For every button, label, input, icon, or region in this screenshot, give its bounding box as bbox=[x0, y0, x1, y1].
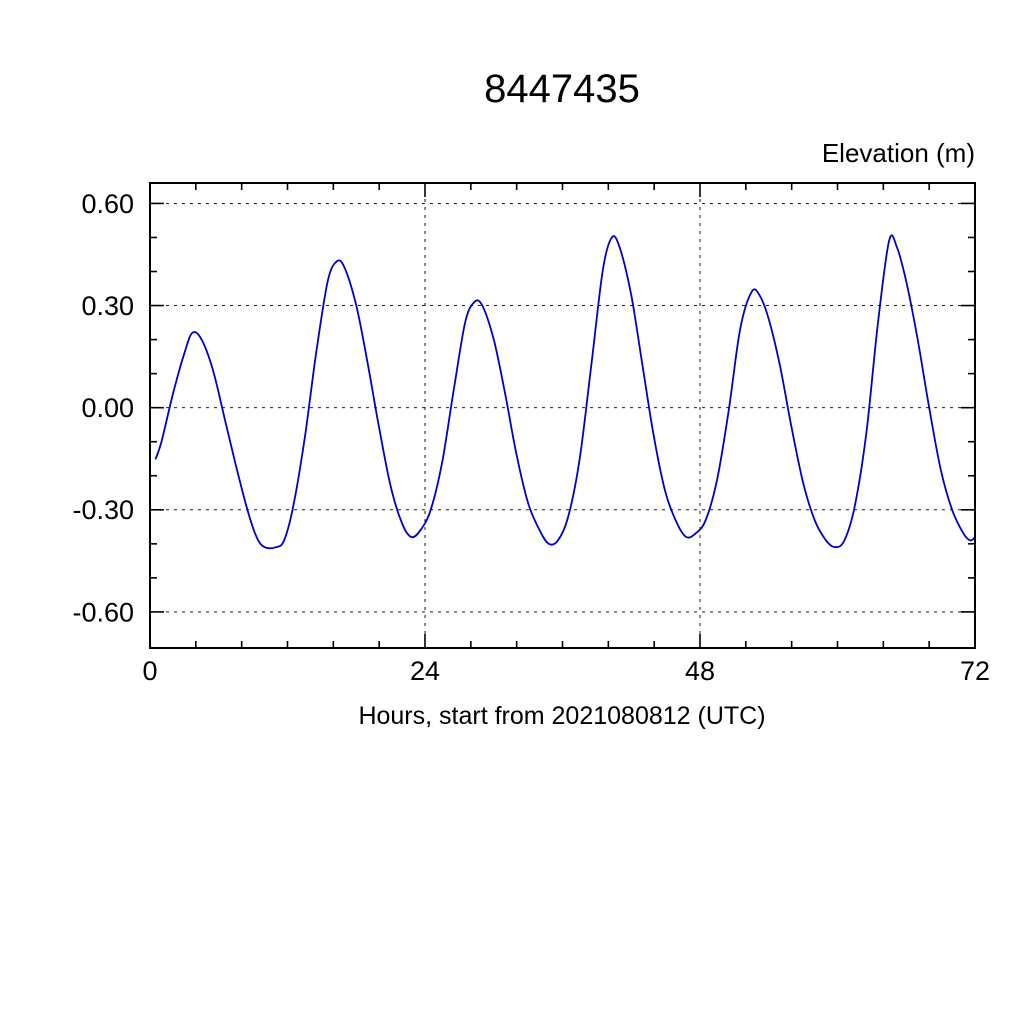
x-axis-title: Hours, start from 2021080812 (UTC) bbox=[358, 702, 765, 730]
svg-text:0.00: 0.00 bbox=[81, 393, 134, 423]
axis-ticks bbox=[149, 183, 976, 648]
svg-text:0.30: 0.30 bbox=[81, 291, 134, 321]
svg-text:0: 0 bbox=[142, 656, 157, 686]
svg-text:48: 48 bbox=[685, 656, 715, 686]
svg-text:72: 72 bbox=[960, 656, 990, 686]
axis-frame bbox=[149, 182, 976, 649]
y-axis-title: Elevation (m) bbox=[822, 138, 975, 168]
svg-text:-0.30: -0.30 bbox=[72, 495, 134, 525]
chart-title: 8447435 bbox=[484, 67, 640, 111]
svg-text:0.60: 0.60 bbox=[81, 189, 134, 219]
grid-lines bbox=[150, 183, 975, 648]
tide-curve bbox=[154, 234, 976, 550]
axis-tick-labels: 0 24 48 72 -0.60 -0.30 0.00 0.30 0.60 bbox=[72, 189, 990, 686]
svg-text:-0.60: -0.60 bbox=[72, 597, 134, 627]
svg-text:24: 24 bbox=[410, 656, 440, 686]
